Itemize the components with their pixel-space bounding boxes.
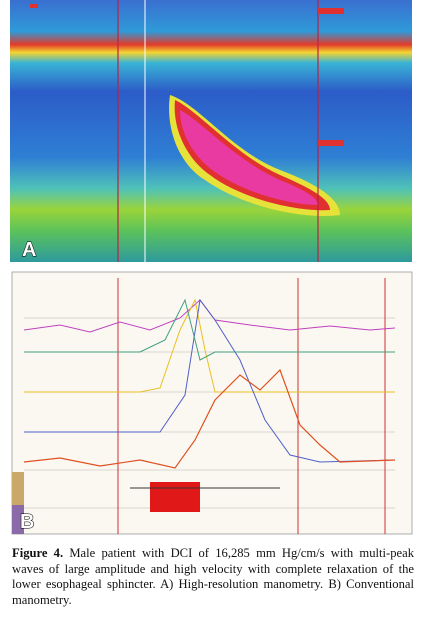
- conventional-manometry-image: [11, 271, 413, 535]
- pressure-zone-red: [174, 100, 330, 211]
- marker: [318, 140, 344, 146]
- caption-text: Male patient with DCI of 16,285 mm Hg/cm…: [12, 546, 414, 607]
- marker: [30, 4, 38, 8]
- panel-label: B: [20, 511, 34, 533]
- relaxation-block: [150, 482, 200, 512]
- marker: [318, 8, 344, 14]
- marker-lines: [117, 278, 386, 534]
- caption: Figure 4. Male patient with DCI of 16,28…: [12, 546, 414, 608]
- trace: [24, 298, 395, 361]
- trace: [23, 368, 396, 469]
- trace: [24, 298, 395, 393]
- panel-b: B: [11, 271, 413, 535]
- caption-label: Figure 4.: [12, 546, 64, 560]
- side-bar: [12, 505, 24, 534]
- panel-label: A: [22, 239, 36, 261]
- pressure-zone-pink: [180, 110, 318, 205]
- figure-panels: A B: [10, 0, 413, 535]
- trace: [24, 298, 396, 463]
- panel-a: A: [10, 0, 412, 262]
